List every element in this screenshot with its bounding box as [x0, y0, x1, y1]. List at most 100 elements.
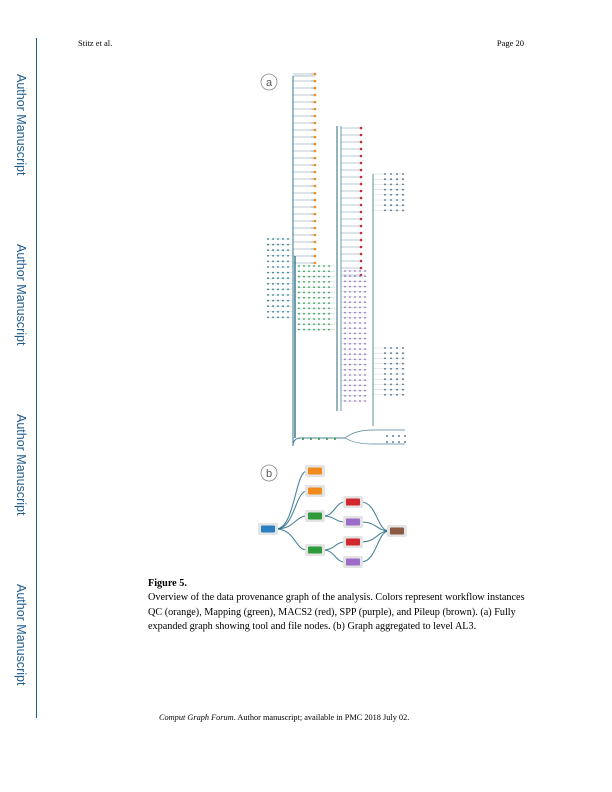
- qc-file-node: [313, 212, 317, 216]
- qc-node: [308, 487, 322, 495]
- macs2-node: [346, 538, 360, 546]
- mapping-node: [308, 546, 322, 554]
- spp-node: [346, 558, 360, 566]
- provenance-graph-figure: a b: [258, 72, 407, 568]
- tool-node: [311, 199, 314, 201]
- tool-node: [311, 129, 314, 131]
- tool-node: [311, 192, 314, 194]
- graph-edge: [292, 76, 345, 447]
- sidebar: Author Manuscript Author Manuscript Auth…: [0, 0, 38, 792]
- tool-node: [311, 171, 314, 173]
- pileup-file-node: [392, 441, 394, 443]
- qc-file-node: [313, 226, 317, 230]
- pileup-file-node: [386, 435, 388, 437]
- tool-node: [311, 234, 314, 236]
- qc-file-node: [313, 163, 317, 167]
- author-manuscript-watermark: Author Manuscript: [14, 244, 28, 346]
- running-header-page: Page 20: [496, 38, 524, 48]
- tool-node: [311, 143, 314, 145]
- tool-node: [311, 122, 314, 124]
- tool-node: [311, 108, 314, 110]
- tool-node: [311, 80, 314, 82]
- qc-file-node: [313, 149, 317, 153]
- tool-node: [311, 213, 314, 215]
- figure-caption: Figure 5. Overview of the data provenanc…: [148, 577, 528, 635]
- qc-file-node: [313, 233, 317, 237]
- panel-a-label-circle: [260, 73, 278, 91]
- tool-node: [311, 220, 314, 222]
- tool-node: [311, 227, 314, 229]
- graph-edge: [344, 429, 405, 439]
- qc-file-node: [313, 261, 317, 265]
- mapping-file-node: [318, 438, 320, 440]
- qc-file-node: [313, 114, 317, 118]
- tool-node: [311, 73, 314, 75]
- qc-file-node: [313, 107, 317, 111]
- pileup-file-node: [404, 435, 406, 437]
- pileup-file-node: [392, 435, 394, 437]
- graph-edge: [344, 437, 405, 445]
- panel-a-label: a: [266, 77, 273, 89]
- graph-edge: [275, 528, 308, 551]
- qc-file-node: [313, 142, 317, 146]
- running-header-author: Stitz et al.: [78, 38, 113, 48]
- qc-file-node: [313, 128, 317, 132]
- tool-node: [311, 101, 314, 103]
- qc-file-node: [313, 254, 317, 258]
- qc-file-node: [313, 135, 317, 139]
- tool-node: [311, 178, 314, 180]
- qc-file-node: [313, 121, 317, 125]
- qc-node: [308, 467, 322, 475]
- tool-node: [311, 262, 314, 264]
- panel-b-label: b: [266, 468, 272, 480]
- tool-node: [311, 206, 314, 208]
- tool-node: [311, 94, 314, 96]
- qc-file-node: [313, 205, 317, 209]
- qc-file-node: [313, 79, 317, 83]
- mapping-node: [308, 512, 322, 520]
- graph-edge: [275, 470, 308, 530]
- qc-file-node: [313, 72, 317, 76]
- tool-node: [311, 255, 314, 257]
- author-manuscript-watermark: Author Manuscript: [14, 414, 28, 516]
- footer-rest: . Author manuscript; available in PMC 20…: [233, 713, 410, 722]
- qc-file-node: [313, 93, 317, 97]
- qc-file-node: [313, 198, 317, 202]
- pileup-file-node: [398, 435, 400, 437]
- qc-file-node: [313, 156, 317, 160]
- graph-edge: [322, 541, 346, 551]
- macs2-node: [346, 498, 360, 506]
- caption-text: Overview of the data provenance graph of…: [148, 592, 525, 633]
- journal-name: Comput Graph Forum: [159, 713, 234, 722]
- qc-file-node: [313, 177, 317, 181]
- tool-node: [311, 157, 314, 159]
- panel-a-expanded-graph: a: [260, 72, 406, 447]
- tool-node: [311, 150, 314, 152]
- tool-node: [311, 248, 314, 250]
- panel-b-aggregated-graph: b: [258, 464, 407, 568]
- spp-node: [346, 518, 360, 526]
- author-manuscript-watermark: Author Manuscript: [14, 74, 28, 176]
- pileup-file-node: [398, 441, 400, 443]
- mapping-file-node: [334, 438, 336, 440]
- graph-edge: [275, 490, 308, 530]
- page-footer: Comput Graph Forum. Author manuscript; a…: [159, 713, 409, 722]
- pileup-file-node: [386, 441, 388, 443]
- tool-node: [311, 87, 314, 89]
- graph-edge: [360, 521, 390, 532]
- graph-edge: [360, 530, 390, 563]
- graph-edge: [322, 549, 346, 563]
- sidebar-rule: [36, 38, 37, 718]
- graph-edge: [322, 515, 346, 523]
- mapping-file-node: [326, 438, 328, 440]
- qc-file-node: [313, 100, 317, 104]
- figure-5: a b: [255, 66, 455, 576]
- qc-file-node: [313, 86, 317, 90]
- tool-node: [311, 185, 314, 187]
- caption-title: Figure 5.: [148, 578, 187, 589]
- mapping-file-node: [310, 438, 312, 440]
- graph-edge: [360, 501, 390, 532]
- author-manuscript-watermark: Author Manuscript: [14, 584, 28, 686]
- panel-b-label-circle: [260, 464, 278, 482]
- tool-node: [311, 115, 314, 117]
